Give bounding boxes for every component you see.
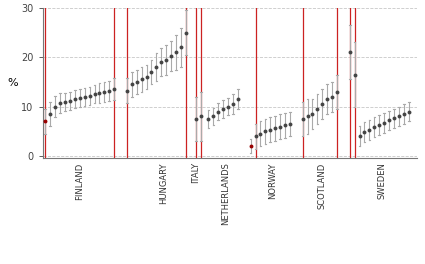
- Text: ITALY: ITALY: [192, 162, 201, 183]
- Text: FINLAND: FINLAND: [75, 162, 84, 200]
- Text: NETHERLANDS: NETHERLANDS: [221, 162, 230, 225]
- Text: SWEDEN: SWEDEN: [377, 162, 386, 199]
- Text: SCOTLAND: SCOTLAND: [318, 162, 327, 209]
- Y-axis label: %: %: [8, 78, 18, 88]
- Text: HUNGARY: HUNGARY: [159, 162, 168, 204]
- Text: NORWAY: NORWAY: [268, 162, 278, 199]
